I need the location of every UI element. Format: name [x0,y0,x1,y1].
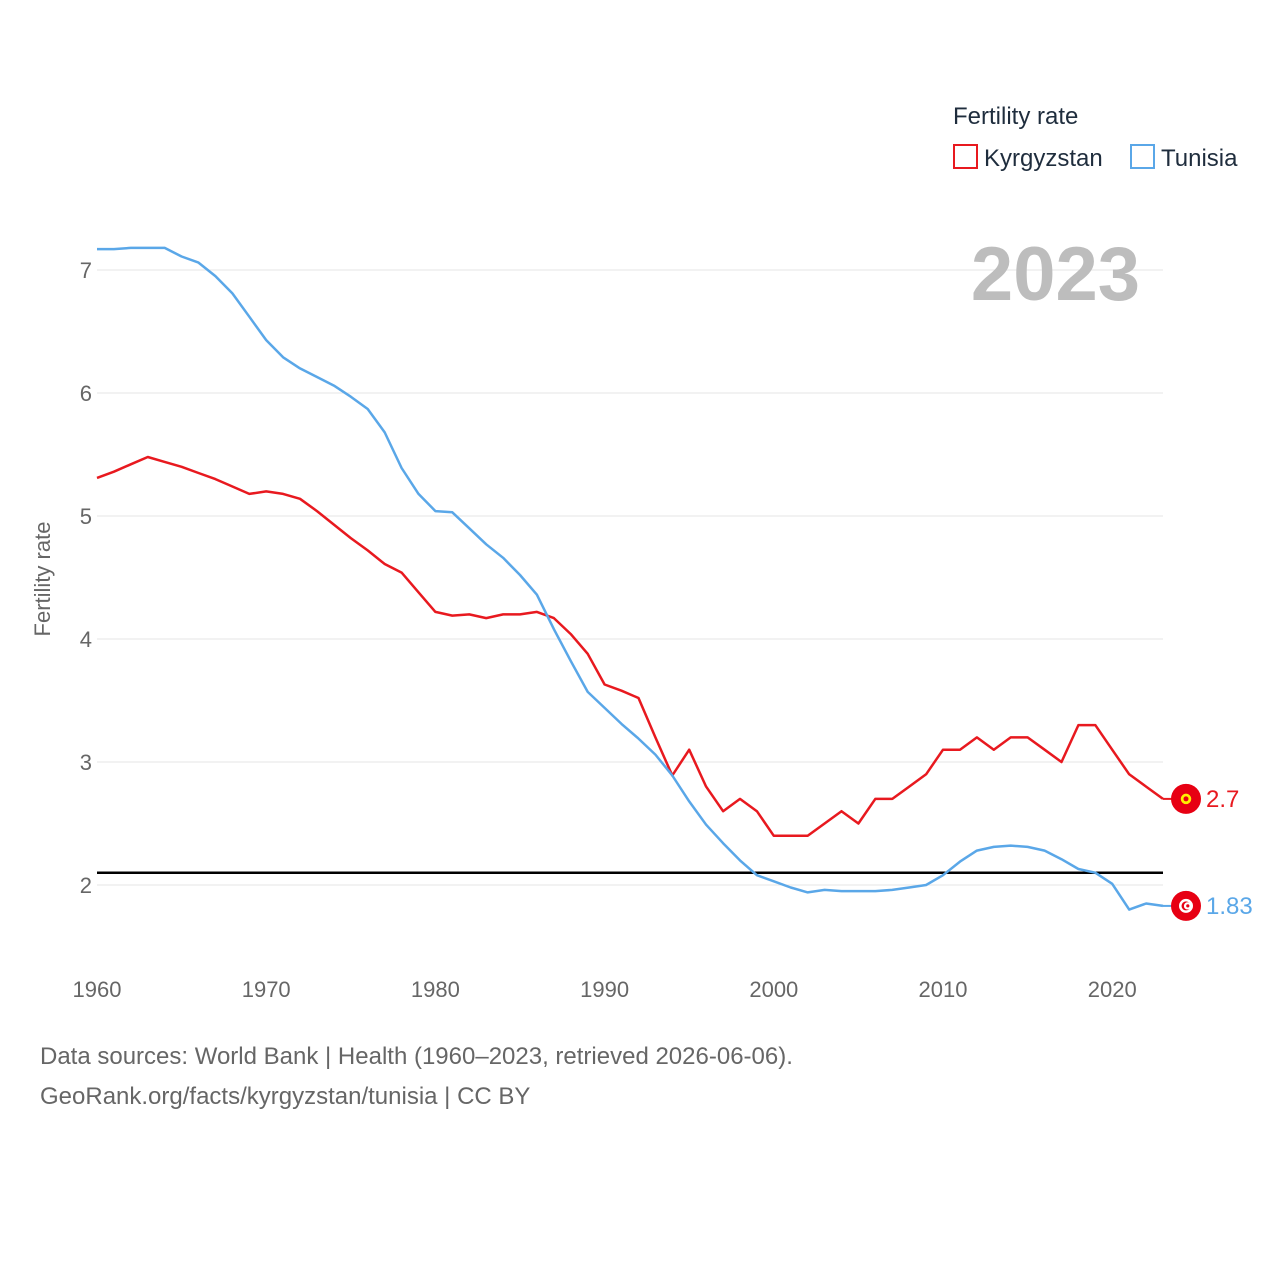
x-tick-label-2020: 2020 [1088,977,1137,1002]
series-line-tunisia[interactable] [97,246,1164,911]
y-tick-label-6: 6 [80,381,92,406]
x-tick-label-1980: 1980 [411,977,460,1002]
x-tick-label-1990: 1990 [580,977,629,1002]
y-tick-label-7: 7 [80,258,92,283]
legend: Fertility rate Kyrgyzstan Tunisia [953,103,1238,172]
x-tick-label-1970: 1970 [242,977,291,1002]
legend-title: Fertility rate [953,103,1078,130]
flag-tunduk-icon [1183,796,1189,802]
x-tick-label-2000: 2000 [749,977,798,1002]
legend-label-tunisia[interactable]: Tunisia [1161,145,1238,172]
y-tick-label-3: 3 [80,750,92,775]
y-axis-ticks: 2 3 4 5 6 7 [80,258,92,898]
footer-attribution: GeoRank.org/facts/kyrgyzstan/tunisia | C… [40,1083,531,1110]
end-value-label-kyrgyzstan: 2.7 [1206,786,1239,813]
x-tick-label-1960: 1960 [73,977,122,1002]
y-axis-label: Fertility rate [30,522,55,637]
y-tick-label-5: 5 [80,504,92,529]
legend-swatch-kyrgyzstan[interactable] [953,144,978,169]
end-value-label-tunisia: 1.83 [1206,893,1253,920]
x-axis-ticks: 1960 1970 1980 1990 2000 2010 2020 [73,977,1137,1002]
year-label: 2023 [971,232,1140,317]
legend-swatch-tunisia[interactable] [1130,144,1155,169]
y-tick-label-2: 2 [80,873,92,898]
series-lines [96,246,1164,911]
y-tick-label-4: 4 [80,627,92,652]
grid-lines [97,269,1163,886]
legend-label-kyrgyzstan[interactable]: Kyrgyzstan [984,145,1103,172]
flag-star-icon [1186,904,1190,908]
series-line-kyrgyzstan[interactable] [96,455,1164,838]
x-tick-label-2010: 2010 [919,977,968,1002]
end-markers: 2.7 1.83 [1163,783,1253,921]
footer-sources: Data sources: World Bank | Health (1960–… [40,1043,793,1070]
